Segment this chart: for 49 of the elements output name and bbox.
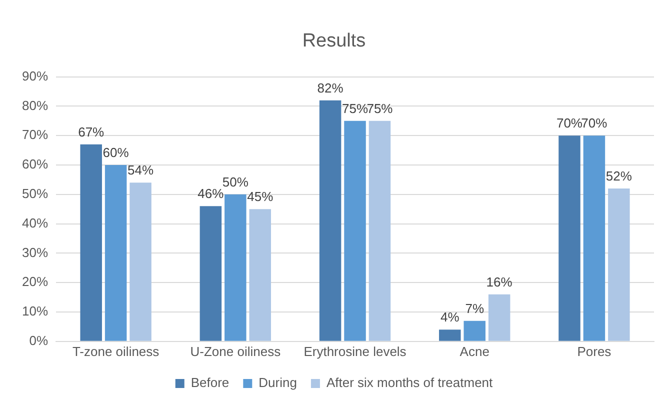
- bar: [130, 182, 152, 341]
- data-label: 70%: [581, 116, 608, 131]
- x-tick-label: Acne: [460, 344, 490, 359]
- bar: [224, 194, 246, 341]
- y-tick-label: 40%: [22, 215, 48, 230]
- bar: [200, 206, 222, 341]
- data-label: 50%: [222, 174, 249, 190]
- bar: [439, 330, 461, 341]
- bar: [344, 120, 366, 341]
- bar: [608, 188, 630, 341]
- legend-label: Before: [190, 375, 230, 390]
- data-label: 45%: [247, 189, 274, 204]
- data-label: 46%: [198, 186, 224, 202]
- y-tick-label: 80%: [22, 98, 48, 113]
- bar: [488, 294, 510, 341]
- data-label: 60%: [102, 145, 130, 160]
- y-tick-label: 70%: [22, 127, 48, 142]
- chart-title: Results: [302, 30, 366, 52]
- y-tick-label: 50%: [22, 186, 48, 201]
- bar: [558, 136, 580, 341]
- x-tick-label: U-Zone oiliness: [190, 344, 282, 359]
- data-label: 52%: [606, 168, 632, 184]
- y-tick-label: 60%: [22, 156, 48, 172]
- data-label: 75%: [366, 100, 394, 116]
- bar: [464, 320, 486, 341]
- data-label: 70%: [556, 116, 583, 131]
- y-tick-label: 30%: [22, 244, 48, 260]
- legend-label: After six months of treatment: [326, 375, 494, 390]
- bar: [80, 144, 102, 341]
- y-tick-label: 20%: [22, 274, 48, 290]
- x-tick-label: Erythrosine levels: [304, 344, 407, 359]
- data-label: 7%: [465, 300, 484, 316]
- data-label: 67%: [78, 124, 105, 140]
- y-tick-label: 0%: [29, 332, 48, 348]
- x-tick-label: Pores: [577, 344, 612, 359]
- bar: [368, 120, 391, 341]
- legend-label: During: [258, 375, 297, 390]
- data-label: 54%: [128, 162, 154, 178]
- data-label: 75%: [342, 100, 368, 116]
- y-tick-label: 90%: [22, 68, 48, 84]
- bar: [319, 100, 342, 341]
- data-label: 82%: [317, 80, 344, 96]
- bar: [583, 136, 606, 341]
- x-tick-label: T-zone oiliness: [72, 344, 160, 359]
- bar: [104, 165, 127, 341]
- data-label: 16%: [486, 274, 513, 290]
- y-tick-label: 10%: [22, 304, 48, 319]
- data-label: 4%: [440, 310, 460, 325]
- bar: [249, 209, 272, 341]
